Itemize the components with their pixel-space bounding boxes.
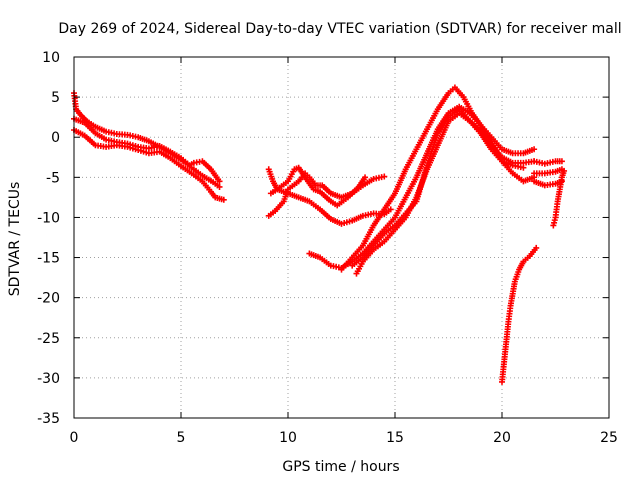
- data-point: [220, 196, 227, 203]
- series-track-l: [531, 158, 565, 167]
- chart-title: Day 269 of 2024, Sidereal Day-to-day VTE…: [58, 21, 621, 37]
- y-tick-label: -20: [37, 291, 60, 307]
- data-point: [362, 174, 369, 181]
- x-tick-label: 0: [70, 430, 79, 446]
- y-tick-label: -15: [37, 251, 60, 267]
- y-tick-label: -5: [46, 170, 60, 186]
- y-tick-label: -30: [37, 371, 60, 387]
- data-point: [216, 178, 223, 185]
- y-axis-label: SDTVAR / TECUs: [7, 182, 23, 297]
- series-track-j: [353, 110, 527, 277]
- x-tick-label: 15: [386, 430, 404, 446]
- x-tick-label: 5: [177, 430, 186, 446]
- series-track-k: [499, 244, 540, 385]
- data-point: [216, 183, 223, 190]
- series-track-m: [531, 166, 565, 177]
- data-point: [533, 244, 540, 251]
- plot-frame: [73, 56, 610, 419]
- y-tick-label: -25: [37, 331, 60, 347]
- y-tick-label: 10: [42, 50, 60, 66]
- y-tick-label: 0: [51, 130, 60, 146]
- y-tick-label: -35: [37, 411, 60, 427]
- axis-ticks: 0 5 10 15 20 25 -35 -30 -25 -20 -15 -10 -5 0 5 10: [37, 50, 618, 446]
- series-track-f: [267, 164, 369, 209]
- data-point: [561, 167, 568, 174]
- series-track-h: [338, 84, 538, 273]
- x-tick-label: 20: [493, 430, 511, 446]
- series-track-o: [550, 167, 568, 229]
- x-tick-label: 10: [279, 430, 297, 446]
- y-tick-label: -10: [37, 210, 60, 226]
- data-point: [381, 173, 388, 180]
- data-point: [520, 164, 527, 171]
- data-point: [387, 206, 394, 213]
- x-tick-label: 25: [600, 430, 618, 446]
- data-series: [71, 84, 568, 385]
- series-track-c: [71, 127, 227, 203]
- data-point: [558, 158, 565, 165]
- data-point: [531, 146, 538, 153]
- x-axis-label: GPS time / hours: [282, 459, 399, 475]
- series-track-b: [71, 115, 223, 185]
- y-tick-label: 5: [51, 90, 60, 106]
